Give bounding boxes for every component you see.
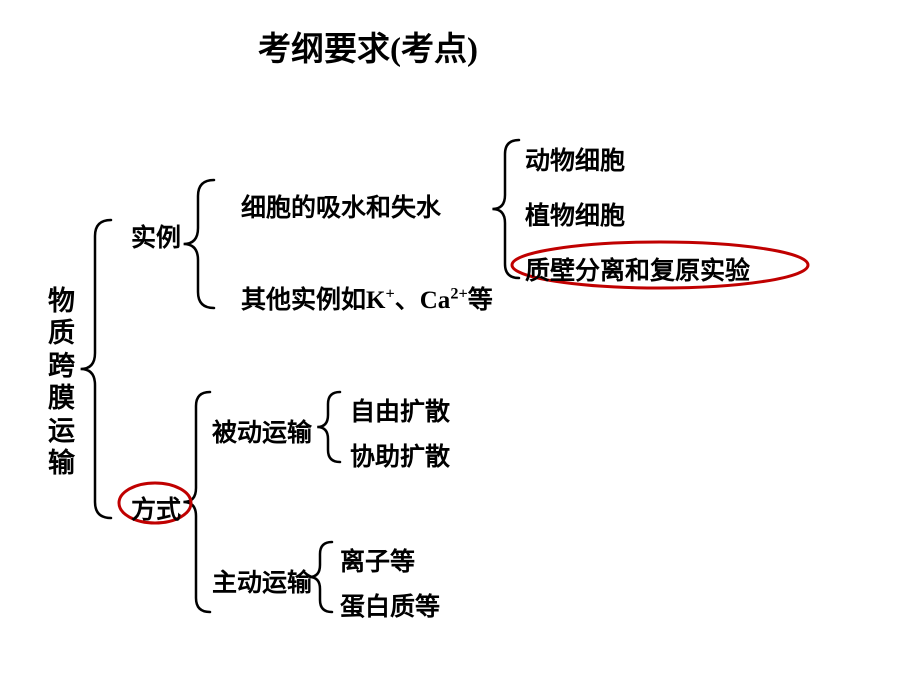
brace-icon (309, 542, 332, 612)
node-animal-cell: 动物细胞 (525, 141, 625, 177)
brace-icon (492, 140, 519, 278)
brace-icon (183, 392, 210, 612)
brace-icon (317, 392, 340, 462)
node-passive: 被动运输 (212, 413, 312, 449)
node-ions: 离子等 (340, 542, 415, 578)
node-proteins: 蛋白质等 (340, 587, 440, 623)
branch-methods: 方式 (131, 490, 181, 526)
brace-icon (184, 180, 214, 308)
node-free-diffusion: 自由扩散 (350, 392, 450, 428)
node-facilitated-diffusion: 协助扩散 (350, 437, 450, 473)
node-active: 主动运输 (212, 563, 312, 599)
brace-icon (81, 220, 111, 518)
node-cell-water: 细胞的吸水和失水 (241, 188, 441, 224)
root-node: 物质跨膜运输 (48, 285, 75, 479)
page-title: 考纲要求(考点) (258, 22, 478, 70)
branch-examples: 实例 (131, 218, 181, 254)
node-plasmolysis-exp: 质壁分离和复原实验 (525, 251, 750, 287)
node-other-ions: 其他实例如K+、Ca2+等 (241, 280, 493, 316)
node-plant-cell: 植物细胞 (525, 196, 625, 232)
